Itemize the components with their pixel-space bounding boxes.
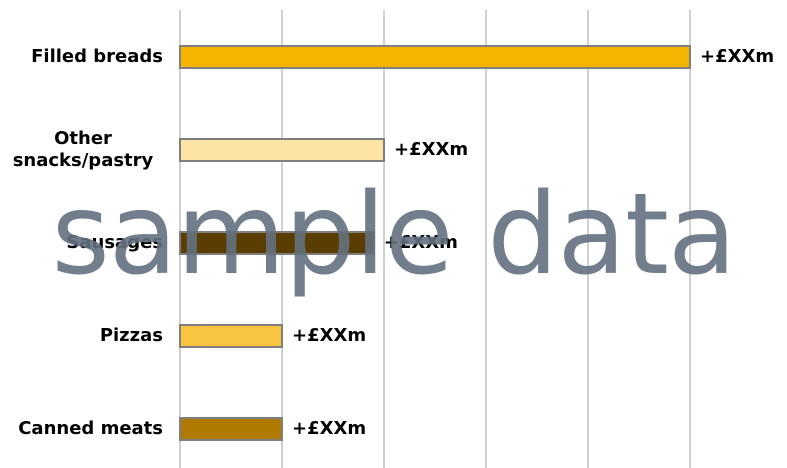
bar bbox=[179, 324, 283, 348]
category-text: Sausages bbox=[66, 231, 163, 253]
category-text: Pizzas bbox=[99, 324, 163, 346]
category-label: Canned meats bbox=[0, 399, 163, 459]
bar bbox=[179, 417, 283, 441]
category-label: Other snacks/pastry bbox=[0, 120, 163, 180]
value-label: +£XXm bbox=[292, 418, 366, 439]
category-text: Other snacks/pastry bbox=[12, 127, 154, 172]
value-label: +£XXm bbox=[700, 46, 774, 67]
value-label: +£XXm bbox=[292, 325, 366, 346]
bar bbox=[179, 231, 375, 255]
category-label: Pizzas bbox=[0, 306, 163, 366]
value-label: +£XXm bbox=[384, 232, 458, 253]
category-text: Filled breads bbox=[31, 45, 163, 67]
category-text: Canned meats bbox=[18, 417, 163, 439]
bar bbox=[179, 45, 691, 69]
category-label: Sausages bbox=[0, 213, 163, 273]
watermark: sample data bbox=[51, 170, 736, 300]
bar bbox=[179, 138, 385, 162]
category-label: Filled breads bbox=[0, 27, 163, 87]
value-label: +£XXm bbox=[394, 139, 468, 160]
